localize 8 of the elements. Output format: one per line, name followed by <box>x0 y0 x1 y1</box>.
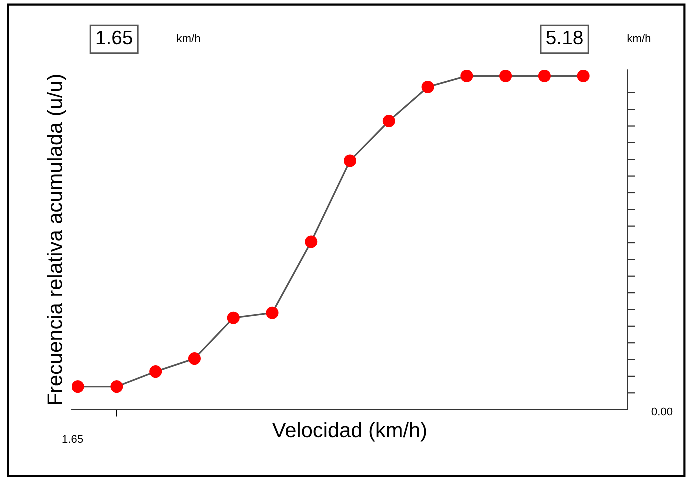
text: 5.18 <box>546 30 583 45</box>
text: 1.65 <box>96 30 132 45</box>
text: 0.00 <box>652 408 673 416</box>
x-axis-title: Velocidad (km/h) <box>272 422 426 442</box>
y-axis-title: Frecuencia relativa acumulada (u/u) <box>47 75 67 404</box>
text: km/h <box>628 34 651 42</box>
text: km/h <box>177 34 200 42</box>
text: 1.65 <box>62 435 84 444</box>
